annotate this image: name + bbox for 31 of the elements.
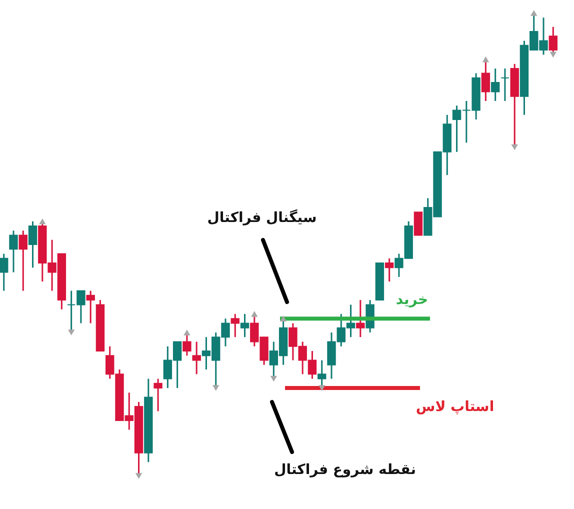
annotation: نقطه شروع فراکتال [274,462,416,478]
point [482,56,490,62]
point [270,376,278,382]
candlestick [414,212,423,236]
candlestick [356,299,365,338]
candlestick [154,378,162,412]
candlestick [9,230,18,274]
point [212,385,220,391]
candlestick [28,220,38,268]
point [39,218,46,224]
candlestick [490,68,500,102]
candlestick [500,68,510,102]
candlestick [230,313,240,338]
ref-line-label: استاپ لاس [416,399,494,415]
candlestick [86,290,95,324]
point [68,330,75,336]
point [251,311,258,317]
point [530,10,538,16]
annotation: سیگنال فراکتال [207,209,317,226]
candlestick [0,253,8,292]
point [280,316,287,322]
ref-line-label: خرید [396,292,428,308]
point [184,330,190,336]
candlestick [18,230,28,292]
point [318,385,326,391]
point [135,473,142,479]
candlestick [192,340,201,375]
candlestick [240,313,250,338]
candlestick [384,258,394,282]
point [550,52,556,58]
point [511,144,518,150]
